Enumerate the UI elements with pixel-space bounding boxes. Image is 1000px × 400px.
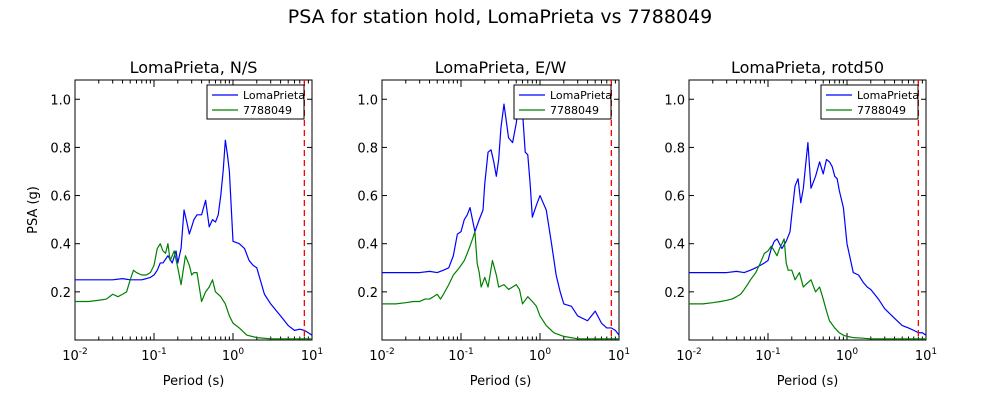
x-tick-label: 100	[529, 347, 552, 364]
legend-box	[206, 84, 305, 120]
x-tick-exponent: 0	[852, 347, 858, 357]
series-line-lomaprieta	[689, 141, 926, 336]
x-tick-exponent: -1	[772, 347, 781, 357]
axes-frame	[688, 79, 927, 341]
x-tick-label: 10-1	[448, 347, 474, 364]
x-tick-label: 101	[301, 347, 323, 364]
legend: LomaPrieta 7788049	[820, 84, 919, 120]
chart-panel-1: LomaPrieta, N/S0.20.40.60.81.010-2 10-1 10…	[26, 58, 323, 389]
panel-title: LomaPrieta, rotd50	[731, 58, 884, 77]
x-tick-exponent: 0	[545, 347, 551, 357]
x-tick-base: 10	[608, 349, 625, 364]
x-tick-exponent: -1	[158, 347, 167, 357]
series-line-7788049	[689, 238, 926, 340]
legend-box	[820, 84, 919, 120]
legend: LomaPrieta 7788049	[513, 84, 612, 120]
axes-frame	[381, 79, 620, 341]
legend-label: LomaPrieta	[857, 89, 919, 102]
series-line-7788049	[382, 231, 619, 340]
plot-area	[75, 80, 312, 340]
x-tick-base: 10	[369, 349, 386, 364]
x-tick-label: 10-1	[755, 347, 781, 364]
legend-label: 7788049	[857, 104, 906, 117]
y-tick-label: 0.2	[664, 286, 685, 301]
x-tick-exponent: -2	[386, 347, 395, 357]
legend: LomaPrieta 7788049	[206, 84, 305, 120]
x-tick-base: 10	[301, 349, 318, 364]
y-tick-label: 0.6	[357, 190, 378, 205]
x-tick-base: 10	[755, 349, 772, 364]
x-tick-label: 101	[608, 347, 630, 364]
panel-title: LomaPrieta, N/S	[130, 58, 258, 77]
x-tick-base: 10	[222, 349, 239, 364]
y-tick-label: 0.8	[664, 141, 685, 156]
x-tick-base: 10	[676, 349, 693, 364]
x-tick-exponent: 1	[931, 347, 937, 357]
figure-suptitle: PSA for station hold, LomaPrieta vs 7788…	[288, 6, 712, 28]
x-tick-exponent: 1	[317, 347, 323, 357]
panel-title: LomaPrieta, E/W	[435, 58, 567, 77]
series-line-lomaprieta	[75, 139, 312, 336]
chart-panel-2: LomaPrieta, E/W0.20.40.60.81.010-2 10-1 10…	[357, 58, 630, 389]
y-tick-label: 0.2	[357, 286, 378, 301]
plot-area	[689, 80, 926, 340]
x-tick-label: 10-2	[62, 347, 88, 364]
y-axis-label: PSA (g)	[26, 186, 41, 234]
y-tick-label: 0.8	[50, 141, 71, 156]
legend-label: 7788049	[243, 104, 292, 117]
x-tick-exponent: -2	[79, 347, 88, 357]
y-tick-label: 1.0	[357, 93, 378, 108]
x-tick-label: 101	[915, 347, 937, 364]
x-tick-base: 10	[836, 349, 853, 364]
y-tick-label: 0.4	[50, 238, 71, 253]
x-tick-label: 100	[222, 347, 245, 364]
x-tick-exponent: 0	[238, 347, 244, 357]
x-tick-label: 10-1	[141, 347, 167, 364]
y-tick-label: 0.6	[50, 190, 71, 205]
x-tick-base: 10	[448, 349, 465, 364]
legend-label: 7788049	[550, 104, 599, 117]
x-tick-base: 10	[529, 349, 546, 364]
x-axis-label: Period (s)	[777, 374, 839, 389]
legend-label: LomaPrieta	[550, 89, 612, 102]
y-tick-label: 0.4	[357, 238, 378, 253]
chart-panels: LomaPrieta, N/S0.20.40.60.81.010-2 10-1 10…	[26, 58, 937, 389]
x-tick-exponent: -1	[465, 347, 474, 357]
y-tick-label: 0.8	[357, 141, 378, 156]
axes-frame	[74, 79, 313, 341]
legend-box	[513, 84, 612, 120]
series-line-7788049	[75, 243, 312, 340]
x-tick-label: 10-2	[369, 347, 395, 364]
legend-label: LomaPrieta	[243, 89, 305, 102]
x-tick-base: 10	[915, 349, 932, 364]
x-axis-label: Period (s)	[163, 374, 225, 389]
plot-area	[382, 80, 619, 340]
x-tick-base: 10	[62, 349, 79, 364]
y-tick-label: 1.0	[664, 93, 685, 108]
x-tick-label: 10-2	[676, 347, 702, 364]
y-tick-label: 0.2	[50, 286, 71, 301]
x-tick-exponent: -2	[693, 347, 702, 357]
x-tick-base: 10	[141, 349, 158, 364]
y-tick-label: 1.0	[50, 93, 71, 108]
x-tick-label: 100	[836, 347, 859, 364]
y-tick-label: 0.4	[664, 238, 685, 253]
series-line-lomaprieta	[382, 98, 619, 336]
x-axis-label: Period (s)	[470, 374, 532, 389]
y-tick-label: 0.6	[664, 190, 685, 205]
x-tick-exponent: 1	[624, 347, 630, 357]
